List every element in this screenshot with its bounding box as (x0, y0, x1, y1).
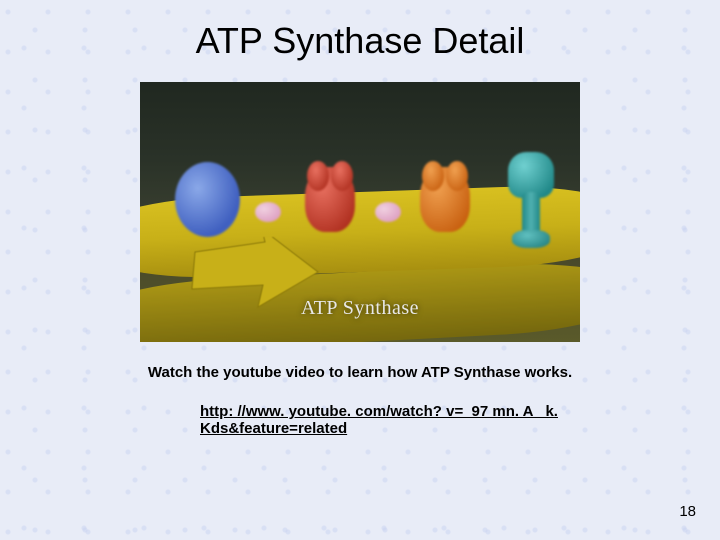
video-link[interactable]: http: //www. youtube. com/watch? v=_97 m… (200, 403, 558, 437)
page-number: 18 (679, 503, 696, 520)
red-protein (305, 167, 355, 232)
slide-title: ATP Synthase Detail (0, 0, 720, 62)
video-link-block: http: //www. youtube. com/watch? v=_97 m… (200, 403, 560, 437)
video-still-figure: ATP Synthase (140, 82, 580, 342)
pink-sphere-2 (375, 202, 401, 222)
pink-sphere-1 (255, 202, 281, 222)
caption-text: Watch the youtube video to learn how ATP… (0, 364, 720, 381)
figure-label: ATP Synthase (140, 297, 580, 320)
blue-protein (175, 162, 240, 237)
orange-protein (420, 167, 470, 232)
atp-synthase-protein (500, 152, 562, 242)
